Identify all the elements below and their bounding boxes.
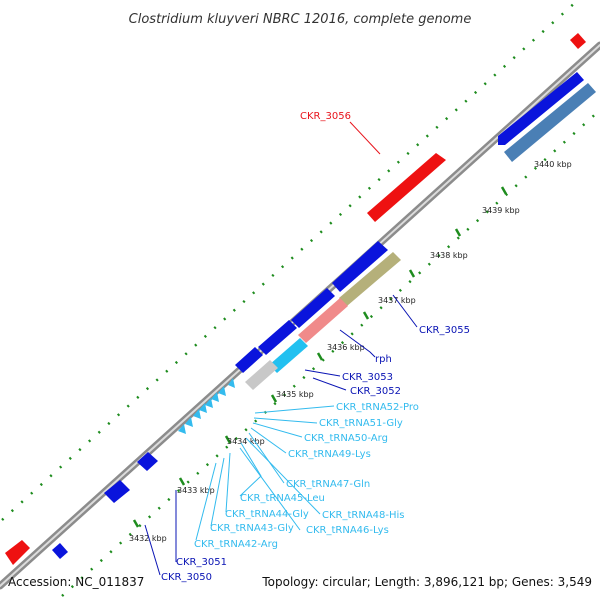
forward-features xyxy=(235,72,596,390)
cds-olive xyxy=(339,252,401,306)
cds-arrow xyxy=(291,288,335,328)
tick-3438 xyxy=(408,269,416,278)
cds-gray xyxy=(245,360,278,390)
map-title: Clostridium kluyveri NBRC 12016, complet… xyxy=(129,12,472,27)
genome-stats-text: Topology: circular; Length: 3,896,121 bp… xyxy=(261,575,592,589)
cds-red-left xyxy=(5,540,30,565)
gene-label[interactable]: rph xyxy=(375,354,392,365)
cds-small xyxy=(52,543,68,559)
gene-label[interactable]: CKR_tRNA44-Gly xyxy=(225,509,309,520)
gene-label[interactable]: CKR_tRNA50-Arg xyxy=(304,433,388,444)
gene-label[interactable]: CKR_tRNA46-Lys xyxy=(306,525,389,536)
kbp-label: 3436 kbp xyxy=(327,343,365,352)
gene-label[interactable]: CKR_3051 xyxy=(176,557,227,568)
kbp-label: 3435 kbp xyxy=(276,390,314,399)
cds-arrow xyxy=(332,241,388,292)
cds-cyan xyxy=(269,338,308,373)
trna-arrow xyxy=(199,403,207,413)
cds-arrow-steelblue xyxy=(504,83,596,162)
cds-red-top xyxy=(570,33,586,49)
gene-label[interactable]: CKR_tRNA42-Arg xyxy=(194,539,278,550)
trna-arrow xyxy=(193,409,201,419)
kbp-label: 3434 kbp xyxy=(227,437,265,446)
gene-label[interactable]: CKR_3052 xyxy=(350,386,401,397)
gene-labels: CKR_3056 CKR_3055 rph CKR_3053 CKR_3052 … xyxy=(161,111,470,583)
tick-3435 xyxy=(270,394,278,403)
gene-label[interactable]: CKR_3050 xyxy=(161,572,212,583)
kbp-label: 3433 kbp xyxy=(177,486,215,495)
gene-label[interactable]: CKR_tRNA52-Pro xyxy=(336,402,419,413)
tick-track-inner xyxy=(61,109,600,597)
kbp-label: 3432 kbp xyxy=(129,534,167,543)
cds-arrow-ckr3056 xyxy=(367,153,446,222)
kbp-major-ticks xyxy=(132,186,508,528)
kbp-label: 3439 kbp xyxy=(482,206,520,215)
leader-lines xyxy=(144,121,418,576)
trna-arrow xyxy=(228,378,235,388)
gene-label[interactable]: CKR_tRNA48-His xyxy=(322,510,405,521)
gene-label[interactable]: CKR_3056 xyxy=(300,111,351,122)
gene-label[interactable]: CKR_tRNA43-Gly xyxy=(210,523,294,534)
trna-arrow xyxy=(205,398,213,408)
trna-arrow xyxy=(218,386,226,396)
cds-ckr3051 xyxy=(137,452,158,471)
accession-text: Accession: NC_011837 xyxy=(8,575,144,589)
cds-pink xyxy=(298,298,348,343)
gene-label[interactable]: CKR_tRNA51-Gly xyxy=(319,418,403,429)
tick-3440 xyxy=(500,186,508,195)
tick-3432 xyxy=(132,519,140,528)
tick-3436 xyxy=(316,352,324,361)
cds-arrow xyxy=(498,72,584,145)
gene-label[interactable]: CKR_tRNA45-Leu xyxy=(240,493,325,504)
tick-3437 xyxy=(362,311,370,320)
trna-arrow xyxy=(178,424,186,434)
tick-3434 xyxy=(224,435,232,444)
tick-track-outer xyxy=(1,0,579,521)
kbp-label: 3438 kbp xyxy=(430,251,468,260)
cds-arrow xyxy=(235,347,263,373)
gene-label[interactable]: CKR_3055 xyxy=(419,325,470,336)
cds-arrow xyxy=(258,320,297,355)
trna-arrow xyxy=(211,392,219,402)
gene-label[interactable]: CKR_3053 xyxy=(342,372,393,383)
tick-3439 xyxy=(454,228,462,237)
tick-3433 xyxy=(178,477,186,486)
cds-ckr3050 xyxy=(104,480,130,503)
reverse-features xyxy=(5,33,586,565)
gene-label[interactable]: CKR_tRNA47-Gln xyxy=(286,479,370,490)
gene-label[interactable]: CKR_tRNA49-Lys xyxy=(288,449,371,460)
trna-arrow xyxy=(185,417,193,427)
kbp-label: 3440 kbp xyxy=(534,160,572,169)
trna-cluster xyxy=(178,378,235,434)
